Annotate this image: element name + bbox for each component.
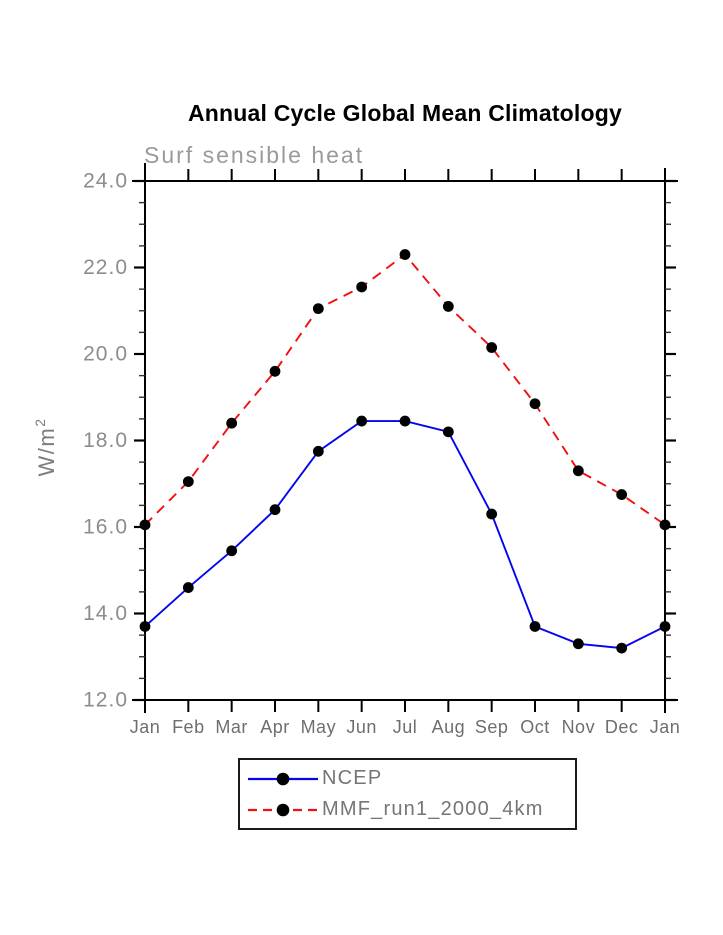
y-tick-label: 16.0 <box>83 516 128 539</box>
series-line-MMF_run1_2000_4km <box>144 253 666 526</box>
x-tick-label: Oct <box>520 717 550 737</box>
data-point-MMF_run1_2000_4km <box>486 342 498 353</box>
y-tick-label: 20.0 <box>83 343 128 366</box>
data-point-NCEP <box>182 582 194 593</box>
data-point-MMF_run1_2000_4km <box>659 519 671 531</box>
data-point-NCEP <box>616 642 628 654</box>
data-point-MMF_run1_2000_4km <box>529 398 541 410</box>
data-point-NCEP <box>312 445 324 457</box>
data-point-MMF_run1_2000_4km <box>226 417 238 429</box>
data-point-MMF_run1_2000_4km <box>616 489 628 500</box>
data-point-MMF_run1_2000_4km <box>356 281 368 293</box>
y-tick-label: 14.0 <box>83 602 128 625</box>
x-tick-label: Jan <box>130 717 161 737</box>
data-point-MMF_run1_2000_4km <box>572 465 584 477</box>
data-point-MMF_run1_2000_4km <box>399 249 411 260</box>
y-tick-label: 12.0 <box>83 689 128 712</box>
data-point-MMF_run1_2000_4km <box>442 301 454 312</box>
y-tick-label: 18.0 <box>83 429 128 452</box>
data-point-NCEP <box>486 508 498 520</box>
data-point-NCEP <box>442 426 454 438</box>
legend-box: NCEP MMF_run1_2000_4km <box>238 758 577 830</box>
x-tick-label: Nov <box>562 717 596 737</box>
series-line-NCEP <box>144 420 666 650</box>
data-point-NCEP <box>226 545 238 557</box>
data-point-NCEP <box>529 621 541 632</box>
x-tick-label: Feb <box>172 717 205 737</box>
data-point-MMF_run1_2000_4km <box>269 365 281 377</box>
data-point-NCEP <box>659 621 671 632</box>
data-point-MMF_run1_2000_4km <box>139 519 151 531</box>
x-tick-label: Jun <box>346 717 377 737</box>
chart-title: Annual Cycle Global Mean Climatology <box>187 100 623 126</box>
legend-label-mmf: MMF_run1_2000_4km <box>322 798 544 820</box>
y-axis-title: W/m2 <box>32 418 59 477</box>
data-point-MMF_run1_2000_4km <box>312 303 324 314</box>
y-tick-label: 24.0 <box>83 170 128 193</box>
x-tick-label: Aug <box>432 717 466 737</box>
data-point-NCEP <box>356 415 368 427</box>
x-tick-label: May <box>301 717 337 737</box>
x-tick-label: Apr <box>260 717 290 737</box>
data-point-NCEP <box>269 504 281 516</box>
data-point-MMF_run1_2000_4km <box>182 476 194 487</box>
ncep-line-swatch-icon <box>248 772 318 785</box>
mmf-line-swatch-icon <box>248 803 318 816</box>
legend-label-ncep: NCEP <box>322 767 383 789</box>
legend-item-ncep: NCEP <box>240 763 575 794</box>
data-point-NCEP <box>399 415 411 427</box>
chart-subtitle: Surf sensible heat <box>144 142 365 168</box>
data-point-NCEP <box>139 621 151 632</box>
legend-item-mmf: MMF_run1_2000_4km <box>240 794 575 825</box>
x-tick-label: Mar <box>215 717 248 737</box>
y-tick-label: 22.0 <box>83 256 128 279</box>
x-tick-label: Dec <box>605 717 639 737</box>
x-tick-label: Jul <box>393 717 418 737</box>
x-tick-label: Sep <box>475 717 509 737</box>
x-tick-label: Jan <box>650 717 681 737</box>
data-point-NCEP <box>572 638 584 650</box>
